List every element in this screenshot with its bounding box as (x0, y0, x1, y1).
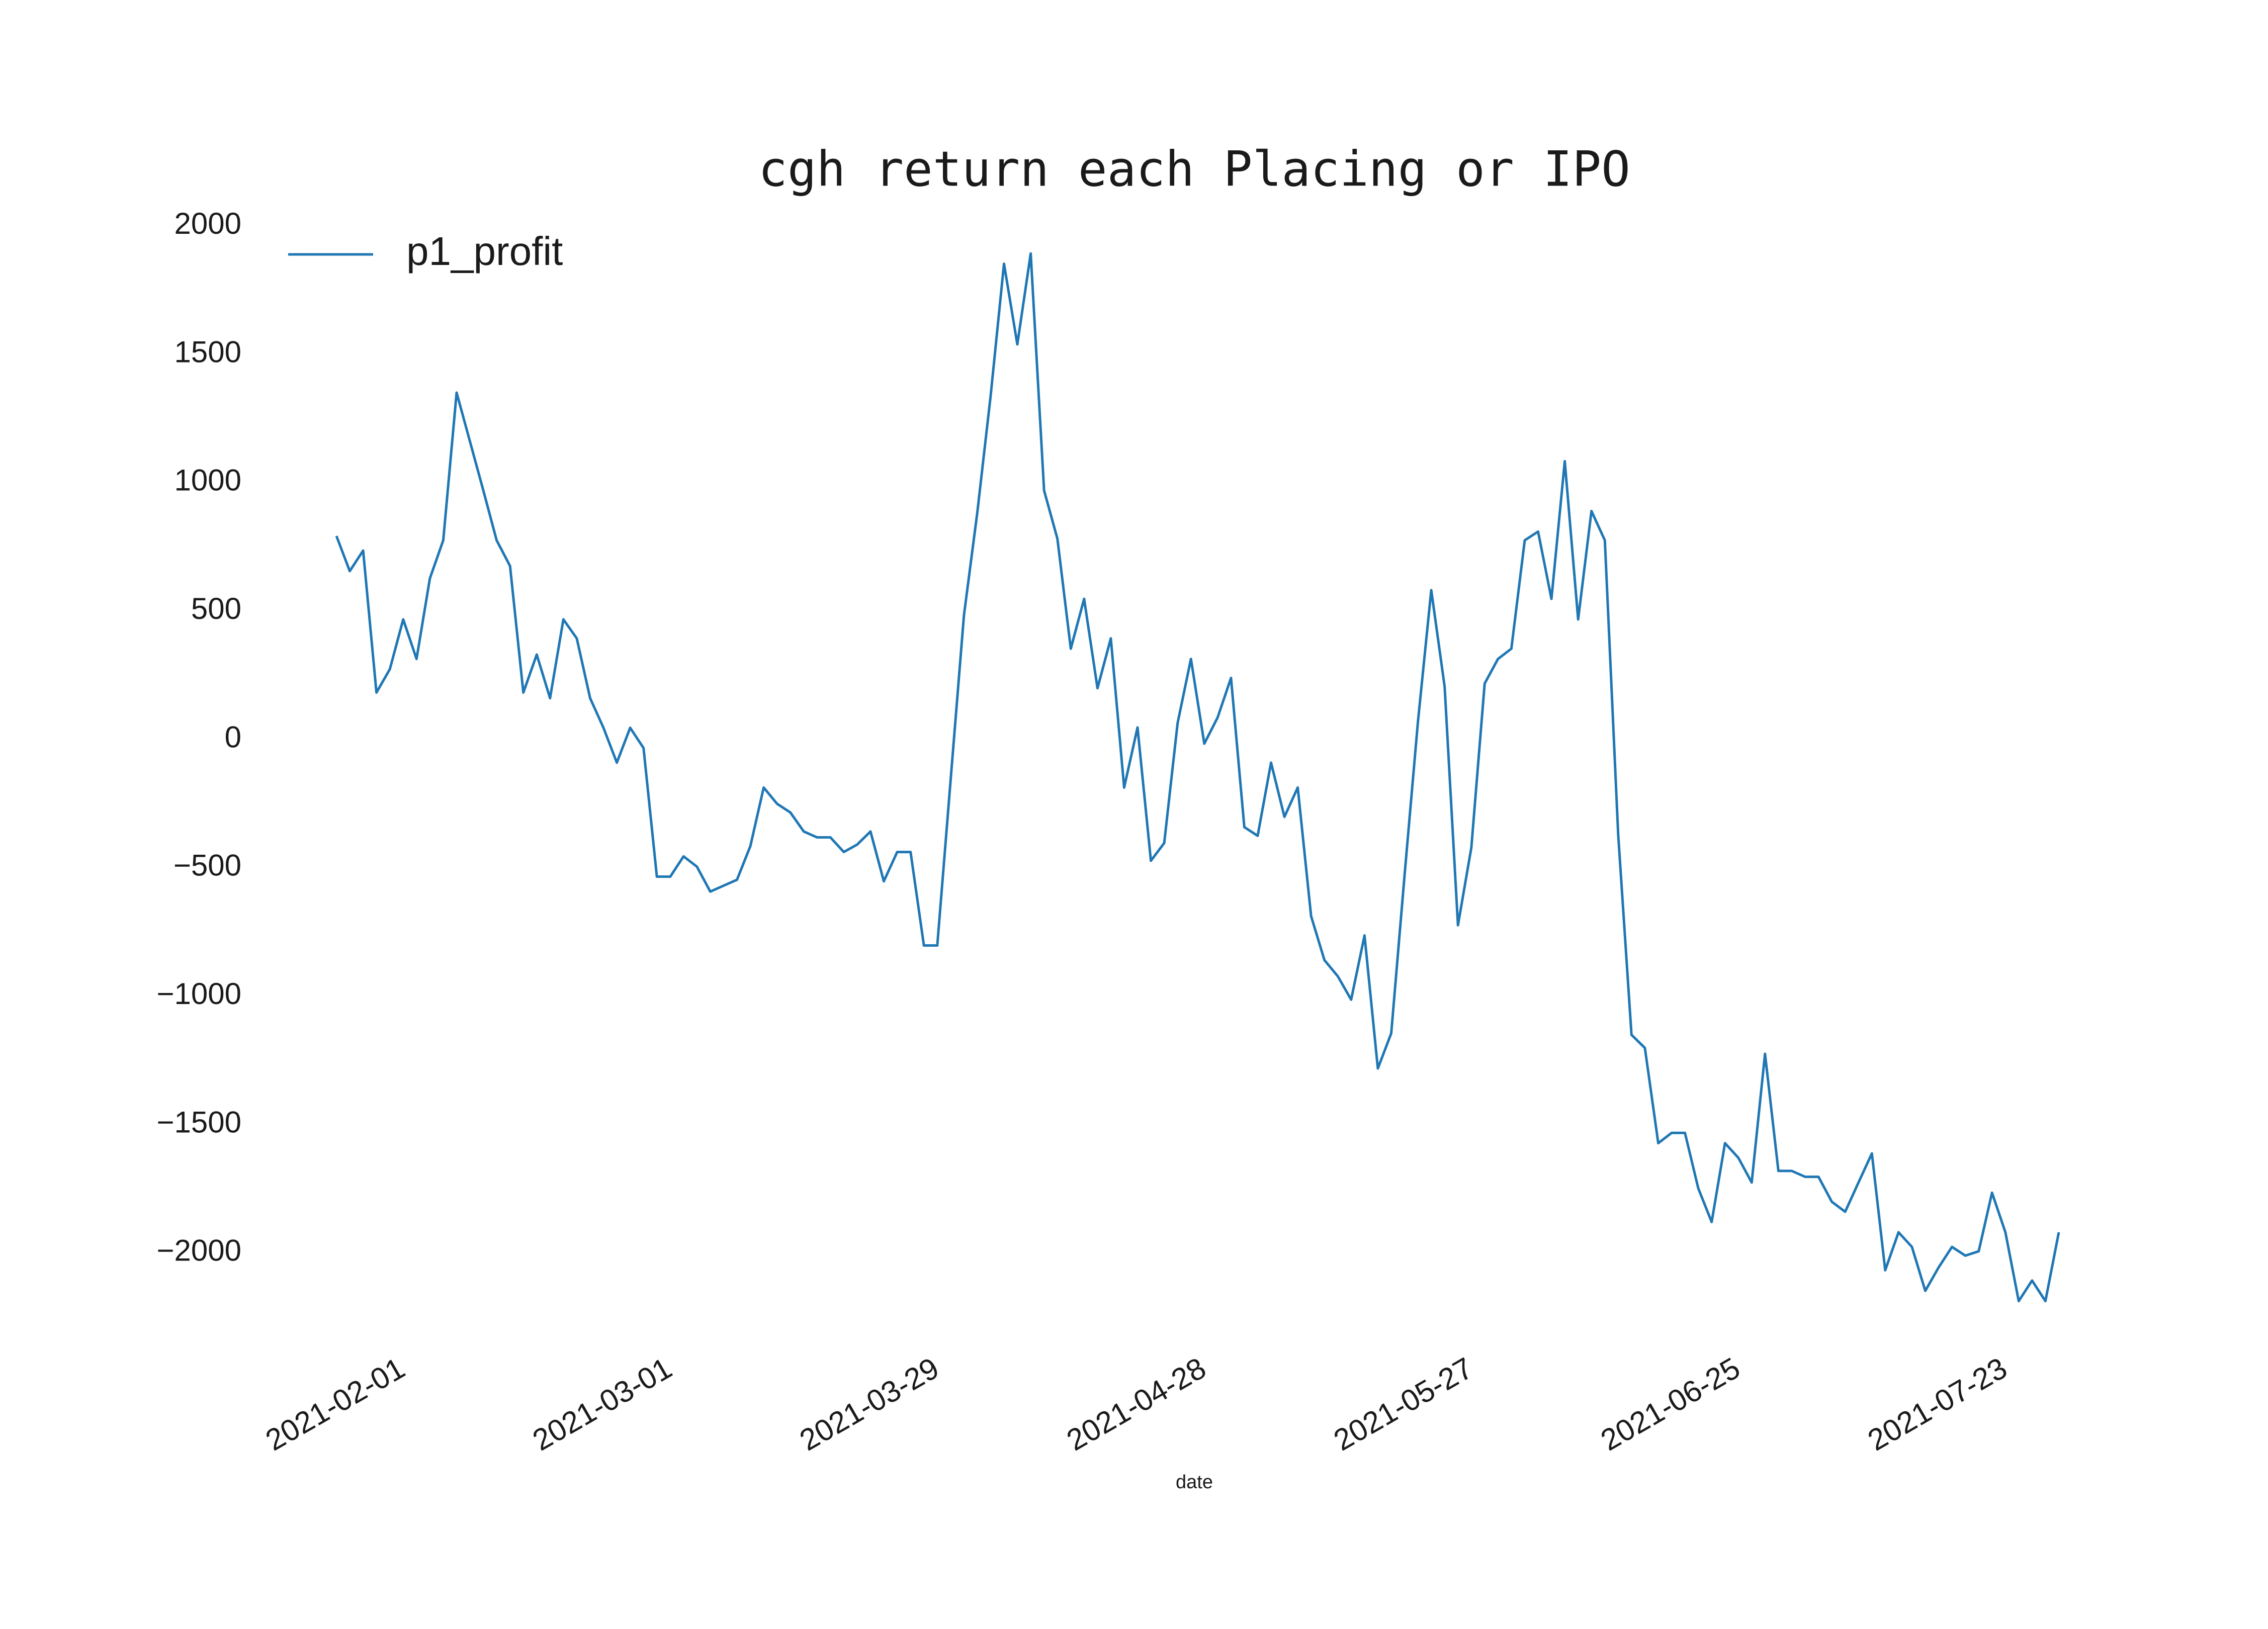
x-tick-label: 2021-03-29 (794, 1351, 944, 1457)
chart-title: cgh return each Placing or IPO (758, 141, 1630, 197)
y-tick-label: −2000 (156, 1234, 241, 1268)
y-tick-label: 1000 (175, 464, 241, 497)
data-line (335, 252, 2060, 1303)
y-tick-label: 0 (225, 720, 241, 754)
x-axis-label: date (1176, 1472, 1213, 1493)
y-tick-label: 500 (191, 592, 241, 625)
y-tick-label: −500 (173, 849, 241, 882)
x-tick-label: 2021-07-23 (1862, 1351, 2013, 1457)
y-tick-label: −1000 (156, 977, 241, 1011)
x-tick-label: 2021-06-25 (1595, 1351, 1746, 1457)
x-tick-label: 2021-05-27 (1328, 1351, 1478, 1457)
y-tick-label: −1500 (156, 1105, 241, 1139)
x-tick-label: 2021-02-01 (260, 1351, 410, 1457)
x-tick-label: 2021-03-01 (527, 1351, 677, 1457)
legend-label: p1_profit (406, 229, 563, 274)
y-tick-label: 2000 (175, 207, 241, 240)
x-tick-label: 2021-04-28 (1061, 1351, 1211, 1457)
y-tick-label: 1500 (175, 335, 241, 369)
